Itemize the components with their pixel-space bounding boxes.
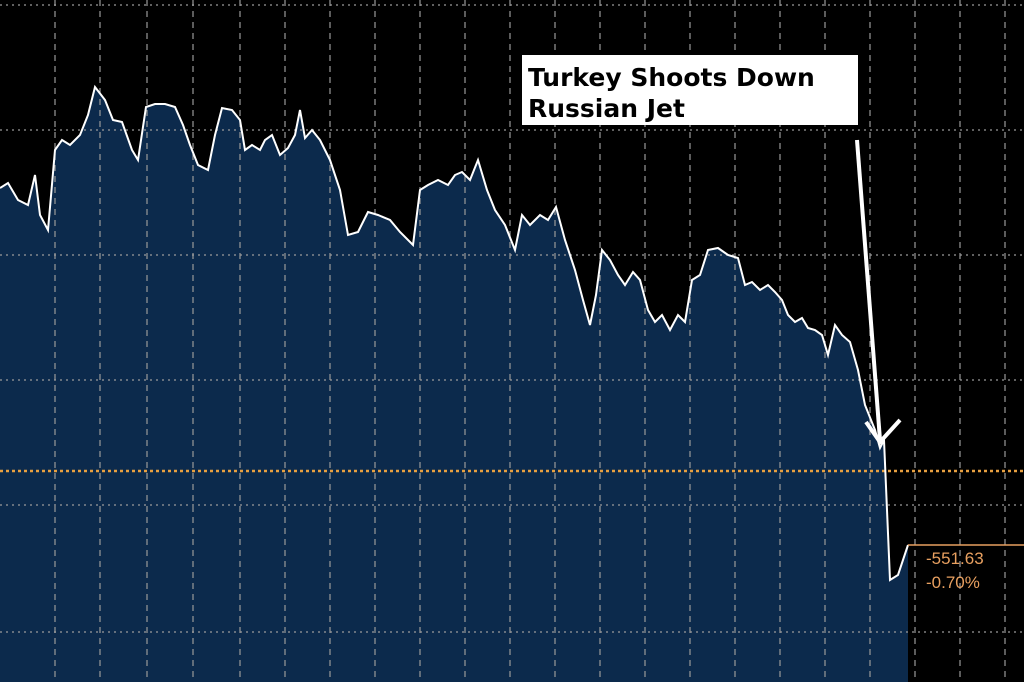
- arrow-head: [864, 418, 902, 446]
- line: [0, 84, 909, 582]
- annotation: Russian Jet: [528, 94, 685, 123]
- change-pct-label: -0.70%: [926, 573, 980, 592]
- annotation: Turkey Shoots Down: [528, 63, 815, 92]
- area-fill: [0, 87, 908, 682]
- change-label: -551.63: [926, 549, 984, 568]
- arrow: [855, 139, 882, 441]
- annotation-box: [522, 55, 858, 125]
